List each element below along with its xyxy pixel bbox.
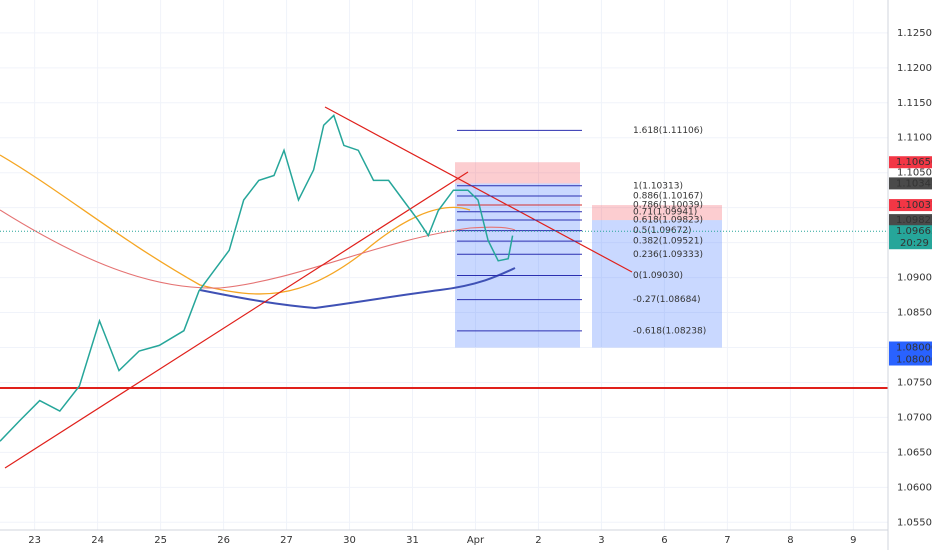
x-tick-label: 8 — [787, 535, 793, 546]
price-tag-label: 1.09663 — [896, 226, 932, 237]
price-tag — [889, 199, 932, 212]
price-tag — [889, 156, 932, 169]
y-tick-label: 1.11000 — [897, 133, 932, 144]
fib-label: 0.71(1.09941) — [633, 207, 697, 217]
x-tick-label: 3 — [598, 535, 604, 546]
x-tick-label: 30 — [343, 535, 356, 546]
target-zone — [592, 220, 722, 348]
x-tick-label: Apr — [467, 535, 485, 546]
y-tick-label: 1.10500 — [897, 168, 932, 179]
target-zone — [455, 183, 580, 348]
x-tick-label: 2 — [535, 535, 541, 546]
x-tick-label: 27 — [280, 535, 293, 546]
x-tick-label: 6 — [661, 535, 667, 546]
price-tag — [889, 353, 932, 366]
fib-label: 0.382(1.09521) — [633, 237, 703, 247]
price-tag — [889, 341, 932, 354]
fib-label: 0(1.09030) — [633, 271, 683, 281]
price-tag-label: 1.10037 — [896, 200, 932, 211]
fib-label: 0.886(1.10167) — [633, 191, 703, 201]
fib-label: 0.786(1.10039) — [633, 200, 703, 210]
price-tag-label: 1.08000 — [896, 355, 932, 366]
y-tick-label: 1.11500 — [897, 98, 932, 109]
fib-label: 0.236(1.09333) — [633, 250, 703, 260]
price-tag — [889, 214, 932, 227]
fib-label: -0.618(1.08238) — [633, 326, 706, 336]
trend-line-up — [4, 171, 469, 469]
plot: 1.618(1.11106)1(1.10313)0.886(1.10167)0.… — [0, 114, 888, 442]
stop-zone — [455, 162, 580, 184]
moving-average-red — [0, 209, 516, 289]
fib-label: -0.27(1.08684) — [633, 295, 701, 305]
y-tick-label: 1.07500 — [897, 377, 932, 388]
fib-label: 0.5(1.09672) — [633, 226, 692, 236]
price-axis — [888, 0, 932, 550]
price-tag — [889, 177, 932, 190]
x-tick-label: 26 — [217, 535, 230, 546]
y-tick-label: 1.12500 — [897, 28, 932, 39]
fib-label: 1(1.10313) — [633, 181, 683, 191]
y-tick-label: 1.06500 — [897, 447, 932, 458]
moving-average-orange — [0, 154, 471, 295]
moving-average-blue — [199, 267, 516, 310]
axes: 1.05500 1.06000 1.06500 1.07000 1.07500 1.080… — [28, 28, 932, 546]
price-tag-time: 20:29 — [900, 238, 929, 249]
price-tag-label: 1.08000 — [896, 343, 932, 354]
y-tick-label: 1.07000 — [897, 412, 932, 423]
x-tick-label: 24 — [91, 535, 104, 546]
x-tick-label: 7 — [724, 535, 730, 546]
y-tick-label: 1.09000 — [897, 273, 932, 284]
stop-zone — [592, 205, 722, 221]
x-tick-label: 31 — [406, 535, 419, 546]
y-tick-label: 1.05500 — [897, 517, 932, 528]
y-tick-label: 1.12000 — [897, 63, 932, 74]
price-tag-label: 1.09822 — [896, 215, 932, 226]
trend-line-down — [324, 106, 633, 273]
x-tick-label: 9 — [850, 535, 856, 546]
y-tick-label: 1.08500 — [897, 308, 932, 319]
price-tag — [889, 225, 932, 250]
x-tick-label: 23 — [28, 535, 41, 546]
price-tag-label: 1.10347 — [896, 178, 932, 189]
y-tick-label: 1.06000 — [897, 482, 932, 493]
price-line — [0, 114, 514, 442]
price-tag-label: 1.10650 — [896, 157, 932, 168]
fib-label: 1.618(1.11106) — [633, 126, 703, 136]
x-tick-label: 25 — [154, 535, 167, 546]
fib-label: 0.618(1.09823) — [633, 216, 703, 226]
